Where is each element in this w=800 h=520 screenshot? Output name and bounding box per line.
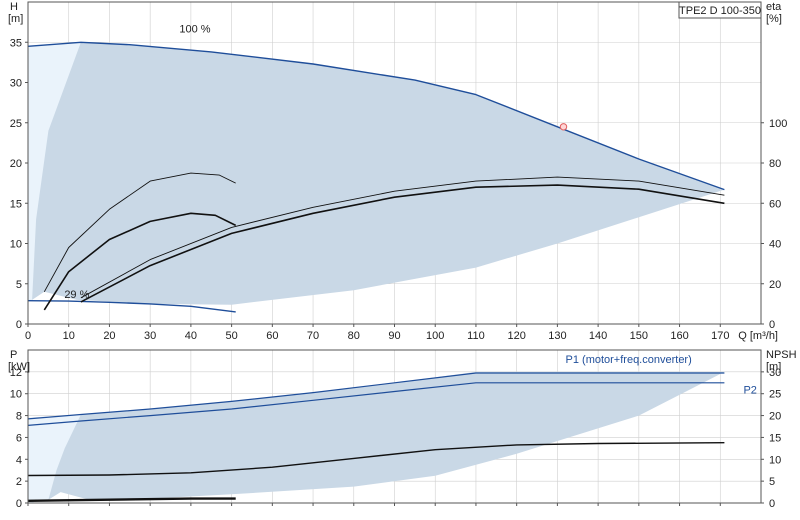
y-left-tick-label: 35	[10, 37, 22, 49]
y-right-tick-label: 0	[769, 498, 775, 510]
y-left-tick-label: 20	[10, 158, 22, 170]
low-flow-region	[28, 414, 81, 503]
y-left-tick-label: 6	[16, 432, 22, 444]
x-tick-label: 60	[266, 330, 278, 342]
x-tick-label: 160	[670, 330, 688, 342]
y-right-tick-label: 40	[769, 239, 781, 251]
x-tick-label: 140	[589, 330, 607, 342]
x-tick-label: 30	[144, 330, 156, 342]
x-tick-label: 80	[348, 330, 360, 342]
x-tick-label: 170	[711, 330, 729, 342]
y-left-tick-label: 8	[16, 411, 22, 423]
y-left-tick-label: 4	[16, 454, 22, 466]
y-right-tick-label: 80	[769, 158, 781, 170]
y-right-tick-label: 20	[769, 411, 781, 423]
x-tick-label: 50	[225, 330, 237, 342]
y-right-axis-unit: [m]	[766, 361, 781, 373]
y-right-tick-label: 10	[769, 454, 781, 466]
y-left-tick-label: 12	[10, 367, 22, 379]
y-right-tick-label: 100	[769, 118, 787, 130]
curve-annotation: 29 %	[64, 289, 89, 301]
series-legend-label: P2	[743, 385, 756, 397]
y-left-tick-label: 0	[16, 319, 22, 331]
x-tick-label: 10	[63, 330, 75, 342]
series-line	[27, 442, 725, 477]
series-legend-label: P1 (motor+freq.converter)	[566, 354, 692, 366]
legend-box: TPE2 D 100-350	[678, 1, 762, 19]
y-left-axis-title: H	[10, 1, 18, 13]
x-tick-label: 130	[548, 330, 566, 342]
y-left-axis-unit: [m]	[8, 13, 23, 25]
y-right-axis-unit: [%]	[766, 13, 782, 25]
series-line	[43, 212, 237, 311]
x-tick-label: 90	[388, 330, 400, 342]
head-efficiency-panel: 0 5 10 15 20 25 30 35 0 20 40 60 80 100 H[m] eta[%] 0 10 2…	[8, 1, 787, 342]
y-left-axis-unit: [kW]	[8, 361, 30, 373]
y-right-tick-label: 0	[769, 319, 775, 331]
low-flow-region	[28, 42, 81, 300]
x-tick-label: 20	[103, 330, 115, 342]
x-tick-label: 100	[426, 330, 444, 342]
series-line	[27, 41, 725, 191]
y-right-axis-title: eta	[766, 1, 782, 13]
power-npsh-panel: 0 2 4 6 8 10 12 0 5 10 15 20 25 30 P[kW] NPSH[m] P1 (mot…	[8, 349, 797, 510]
y-left-tick-label: 0	[16, 498, 22, 510]
y-right-tick-label: 60	[769, 198, 781, 210]
y-right-tick-label: 25	[769, 389, 781, 401]
series-line	[80, 176, 725, 299]
series-line	[27, 300, 236, 313]
series-line	[27, 382, 725, 426]
y-left-tick-label: 30	[10, 78, 22, 90]
y-right-tick-label: 15	[769, 432, 781, 444]
series-line	[27, 497, 236, 502]
y-left-axis-title: P	[10, 349, 17, 361]
x-tick-label: 150	[630, 330, 648, 342]
y-right-tick-label: 20	[769, 279, 781, 291]
x-tick-label: 110	[467, 330, 485, 342]
series-line	[80, 184, 725, 303]
legend-frame	[678, 1, 762, 19]
x-tick-label: 0	[25, 330, 31, 342]
y-left-tick-label: 10	[10, 389, 22, 401]
x-axis-title: Q [m³/h]	[738, 330, 778, 342]
legend-title: TPE2 D 100-350	[679, 5, 761, 17]
y-right-axis-title: NPSH	[766, 349, 797, 361]
y-left-tick-label: 15	[10, 198, 22, 210]
series-line	[27, 372, 725, 420]
x-tick-label: 40	[185, 330, 197, 342]
y-left-tick-label: 25	[10, 118, 22, 130]
series-line	[43, 172, 236, 293]
x-tick-label: 70	[307, 330, 319, 342]
y-left-tick-label: 2	[16, 476, 22, 488]
x-tick-label: 120	[507, 330, 525, 342]
operating-point-marker	[559, 123, 568, 131]
y-right-tick-label: 30	[769, 367, 781, 379]
y-left-tick-label: 10	[10, 239, 22, 251]
curve-annotation: 100 %	[179, 24, 210, 36]
y-right-tick-label: 5	[769, 476, 775, 488]
y-left-tick-label: 5	[16, 279, 22, 291]
